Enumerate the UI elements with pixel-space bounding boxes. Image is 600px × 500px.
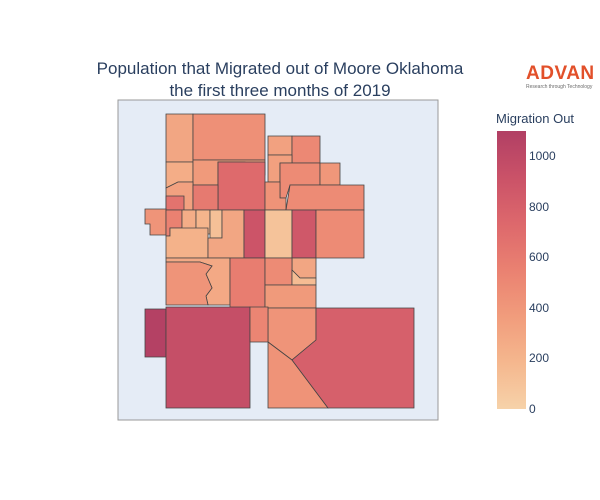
chart-title-line2: the first three months of 2019 bbox=[169, 81, 391, 100]
region-r10[interactable] bbox=[319, 162, 341, 186]
map-regions bbox=[144, 113, 415, 409]
chart-title-line1: Population that Migrated out of Moore Ok… bbox=[96, 59, 464, 78]
colorbar-tick-label: 600 bbox=[529, 250, 550, 265]
colorbar-tick-label: 200 bbox=[529, 351, 550, 366]
region-r16[interactable] bbox=[144, 208, 167, 236]
advan-logo: ADVAN Research through Technology bbox=[526, 64, 596, 91]
region-r15[interactable] bbox=[192, 184, 219, 211]
region-r06[interactable] bbox=[291, 135, 321, 164]
region-r38[interactable] bbox=[291, 307, 415, 409]
region-r33[interactable] bbox=[264, 284, 317, 309]
region-r12[interactable] bbox=[285, 184, 365, 211]
colorbar-tick-label: 400 bbox=[529, 300, 550, 315]
colorbar bbox=[497, 131, 526, 409]
region-r14[interactable] bbox=[165, 195, 185, 211]
chart-title: Population that Migrated out of Moore Ok… bbox=[60, 58, 500, 102]
region-r28[interactable] bbox=[165, 261, 213, 306]
region-r21[interactable] bbox=[165, 227, 209, 259]
region-r20[interactable] bbox=[209, 209, 223, 239]
region-r08[interactable] bbox=[217, 161, 266, 211]
colorbar-tick-label: 0 bbox=[529, 402, 536, 416]
colorbar-title: Migration Out bbox=[496, 111, 575, 126]
region-r36[interactable] bbox=[165, 306, 251, 409]
region-r05[interactable] bbox=[267, 135, 293, 156]
region-r26[interactable] bbox=[315, 209, 365, 259]
region-r25[interactable] bbox=[291, 209, 317, 259]
region-r39[interactable] bbox=[249, 306, 269, 343]
region-r01[interactable] bbox=[165, 113, 194, 163]
colorbar-tick-label: 1000 bbox=[529, 149, 556, 164]
colorbar-tick-label: 800 bbox=[529, 199, 550, 214]
region-r32[interactable] bbox=[291, 269, 317, 286]
region-r23[interactable] bbox=[243, 209, 266, 259]
region-r35[interactable] bbox=[144, 308, 167, 358]
region-r24[interactable] bbox=[264, 209, 293, 259]
region-r31[interactable] bbox=[264, 257, 293, 286]
logo-name: ADVAN bbox=[526, 63, 595, 84]
logo-tagline: Research through Technology bbox=[526, 84, 593, 90]
region-r30[interactable] bbox=[229, 257, 266, 309]
region-r02[interactable] bbox=[192, 113, 266, 161]
